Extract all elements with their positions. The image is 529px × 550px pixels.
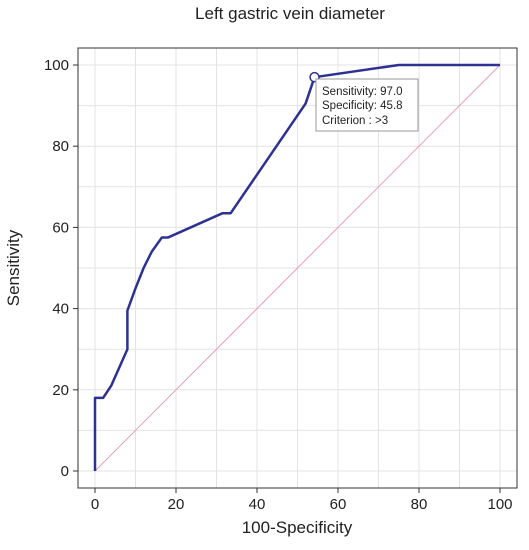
y-tick-label: 20 — [52, 382, 69, 399]
y-tick-label: 40 — [52, 301, 69, 318]
x-tick-label: 0 — [91, 496, 99, 513]
y-axis-label: Sensitivity — [4, 229, 23, 306]
y-tick-label: 60 — [52, 219, 69, 236]
y-tick-label: 80 — [52, 138, 69, 155]
annotation-sensitivity: Sensitivity: 97.0 — [322, 86, 403, 98]
annotation-frame — [315, 78, 419, 132]
x-tick-label: 80 — [411, 496, 428, 513]
annotation-specificity: Specificity: 45.8 — [322, 100, 403, 112]
roc-curve — [93, 63, 500, 471]
x-tick-label: 100 — [487, 496, 512, 513]
y-tick-label: 0 — [61, 463, 69, 480]
tick-layer: 0 20 40 60 80 100 0 20 40 60 80 100 — [44, 57, 513, 513]
x-tick-label: 40 — [249, 496, 266, 513]
annotation-criterion: Criterion : >3 — [322, 115, 388, 127]
plot-border — [77, 47, 518, 489]
x-tick-label: 20 — [168, 496, 185, 513]
reference-diagonal — [94, 64, 501, 472]
x-tick-label: 60 — [330, 496, 347, 513]
annotation-box: Sensitivity: 97.0 Specificity: 45.8 Crit… — [315, 78, 419, 132]
plot-frame — [77, 47, 518, 489]
chart-title: Left gastric vein diameter — [195, 4, 385, 23]
y-tick-label: 100 — [44, 57, 69, 74]
reference-line-layer — [94, 64, 501, 472]
x-axis-label: 100-Specificity — [242, 518, 353, 537]
